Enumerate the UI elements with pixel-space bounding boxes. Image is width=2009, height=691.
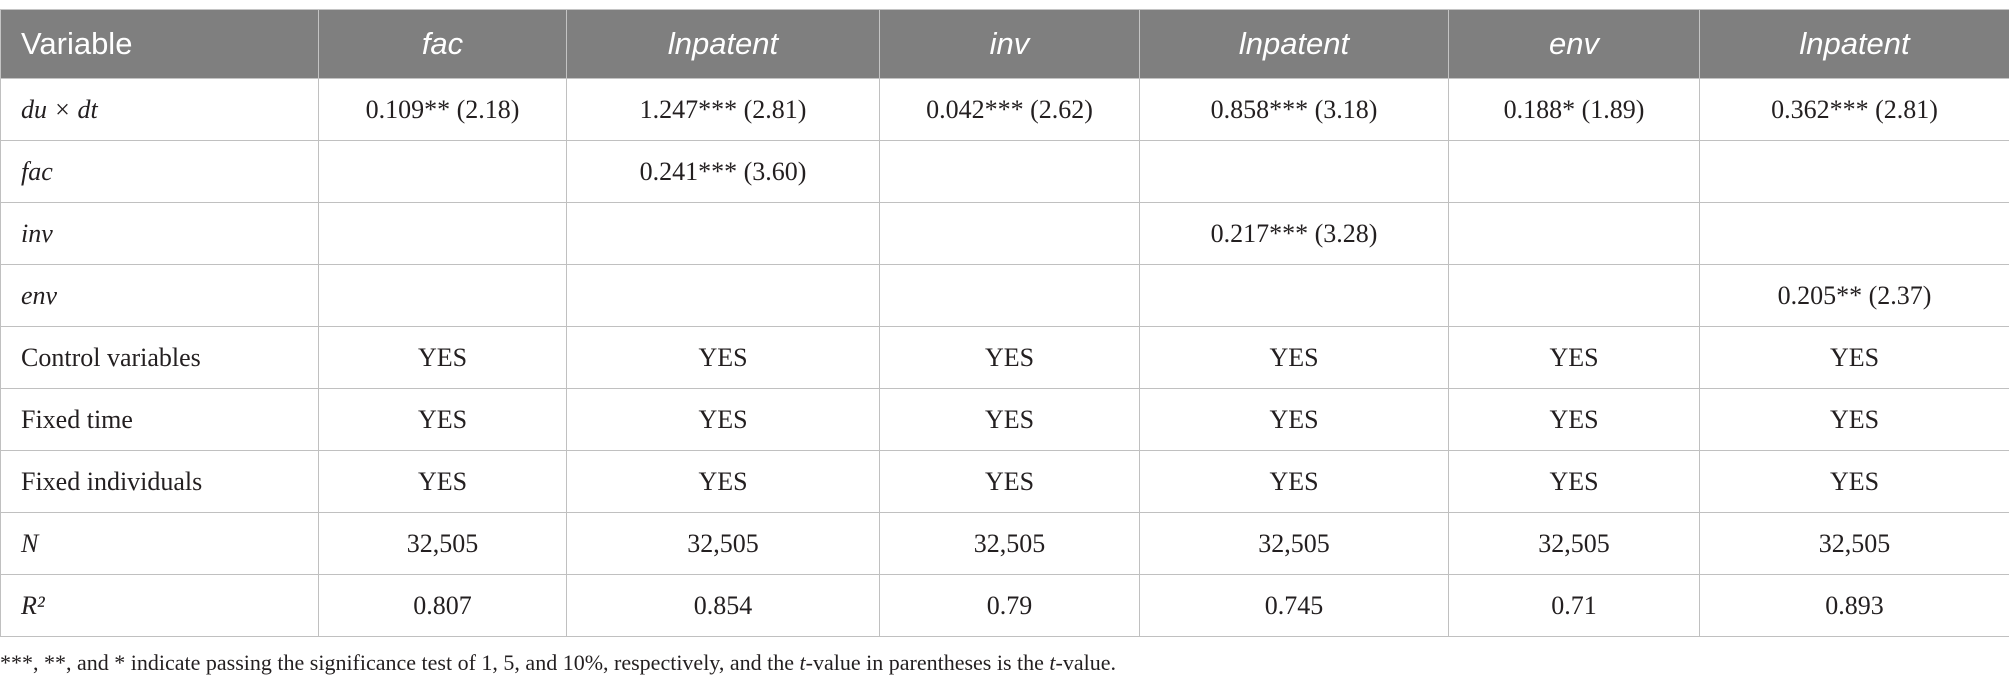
row-label: Fixed time — [0, 388, 319, 451]
row-label: env — [0, 264, 319, 327]
table-cell: YES — [1699, 388, 2009, 451]
column-header-env: env — [1448, 9, 1700, 79]
table-cell: 0.745 — [1139, 574, 1449, 637]
column-header-inv: inv — [879, 9, 1140, 79]
table-cell: 0.807 — [318, 574, 567, 637]
table-cell — [879, 140, 1140, 203]
table-cell: YES — [318, 450, 567, 513]
table-cell: YES — [318, 326, 567, 389]
table-cell: YES — [1448, 326, 1700, 389]
table-row: N 32,505 32,505 32,505 32,505 32,505 32,… — [0, 512, 2009, 575]
table-cell: YES — [318, 388, 567, 451]
table-cell: 32,505 — [1139, 512, 1449, 575]
table-cell — [879, 264, 1140, 327]
table-cell: YES — [1139, 388, 1449, 451]
table-cell: YES — [566, 388, 880, 451]
table-cell: 0.79 — [879, 574, 1140, 637]
table-cell: YES — [1699, 326, 2009, 389]
table-cell — [879, 202, 1140, 265]
row-label: fac — [0, 140, 319, 203]
column-header-lnpatent: lnpatent — [566, 9, 880, 79]
table-cell: 32,505 — [1699, 512, 2009, 575]
table-cell: 0.241*** (3.60) — [566, 140, 880, 203]
row-label: du × dt — [0, 78, 319, 141]
header-row: Variable fac lnpatent inv lnpatent env l… — [0, 9, 2009, 79]
footnote-text: ***, **, and * indicate passing the sign… — [0, 650, 800, 675]
table-row: Fixed time YES YES YES YES YES YES — [0, 388, 2009, 451]
table-cell: 0.042*** (2.62) — [879, 78, 1140, 141]
table-cell — [1139, 264, 1449, 327]
table-cell: YES — [566, 450, 880, 513]
table-cell: YES — [879, 388, 1140, 451]
table-cell: 0.188* (1.89) — [1448, 78, 1700, 141]
table-cell: YES — [1139, 450, 1449, 513]
table-cell: 0.893 — [1699, 574, 2009, 637]
table-cell: 32,505 — [566, 512, 880, 575]
table-cell: 0.205** (2.37) — [1699, 264, 2009, 327]
column-header-fac: fac — [318, 9, 567, 79]
table-row: Control variables YES YES YES YES YES YE… — [0, 326, 2009, 389]
table-cell: 0.854 — [566, 574, 880, 637]
footnote-text: -value. — [1055, 650, 1117, 675]
column-header-lnpatent: lnpatent — [1699, 9, 2009, 79]
footnote-italic-t: t — [799, 650, 806, 675]
table-row: fac 0.241*** (3.60) — [0, 140, 2009, 203]
row-label: inv — [0, 202, 319, 265]
table-cell: 32,505 — [318, 512, 567, 575]
table-cell: YES — [1448, 388, 1700, 451]
table-cell: 0.217*** (3.28) — [1139, 202, 1449, 265]
table-cell — [318, 140, 567, 203]
table-row: R² 0.807 0.854 0.79 0.745 0.71 0.893 — [0, 574, 2009, 637]
table-cell — [1448, 264, 1700, 327]
table-cell: 1.247*** (2.81) — [566, 78, 880, 141]
table-cell — [1139, 140, 1449, 203]
column-header-lnpatent: lnpatent — [1139, 9, 1449, 79]
row-label: Fixed individuals — [0, 450, 319, 513]
column-header-variable: Variable — [0, 9, 319, 79]
table-cell — [1699, 140, 2009, 203]
table-cell: YES — [1139, 326, 1449, 389]
table-cell: YES — [879, 326, 1140, 389]
table-cell: YES — [1448, 450, 1700, 513]
table-cell: YES — [1699, 450, 2009, 513]
table-cell — [318, 202, 567, 265]
table-cell — [1448, 140, 1700, 203]
table-cell: 0.858*** (3.18) — [1139, 78, 1449, 141]
table-cell — [318, 264, 567, 327]
table-cell: 0.362*** (2.81) — [1699, 78, 2009, 141]
table-cell: YES — [879, 450, 1140, 513]
footnote-italic-t: t — [1049, 650, 1056, 675]
table-cell — [1699, 202, 2009, 265]
table-footnote: ***, **, and * indicate passing the sign… — [0, 649, 1116, 677]
footnote-text: -value in parentheses is the — [805, 650, 1050, 675]
table-cell — [566, 202, 880, 265]
table-cell: 0.109** (2.18) — [318, 78, 567, 141]
table-cell: 32,505 — [1448, 512, 1700, 575]
row-label: N — [0, 512, 319, 575]
table-row: env 0.205** (2.37) — [0, 264, 2009, 327]
table-cell — [566, 264, 880, 327]
table-row: du × dt 0.109** (2.18) 1.247*** (2.81) 0… — [0, 78, 2009, 141]
table-cell: 0.71 — [1448, 574, 1700, 637]
row-label: Control variables — [0, 326, 319, 389]
row-label: R² — [0, 574, 319, 637]
table-cell — [1448, 202, 1700, 265]
table-cell: 32,505 — [879, 512, 1140, 575]
table-cell: YES — [566, 326, 880, 389]
regression-results-table: Variable fac lnpatent inv lnpatent env l… — [0, 9, 2009, 637]
table-row: Fixed individuals YES YES YES YES YES YE… — [0, 450, 2009, 513]
table-row: inv 0.217*** (3.28) — [0, 202, 2009, 265]
